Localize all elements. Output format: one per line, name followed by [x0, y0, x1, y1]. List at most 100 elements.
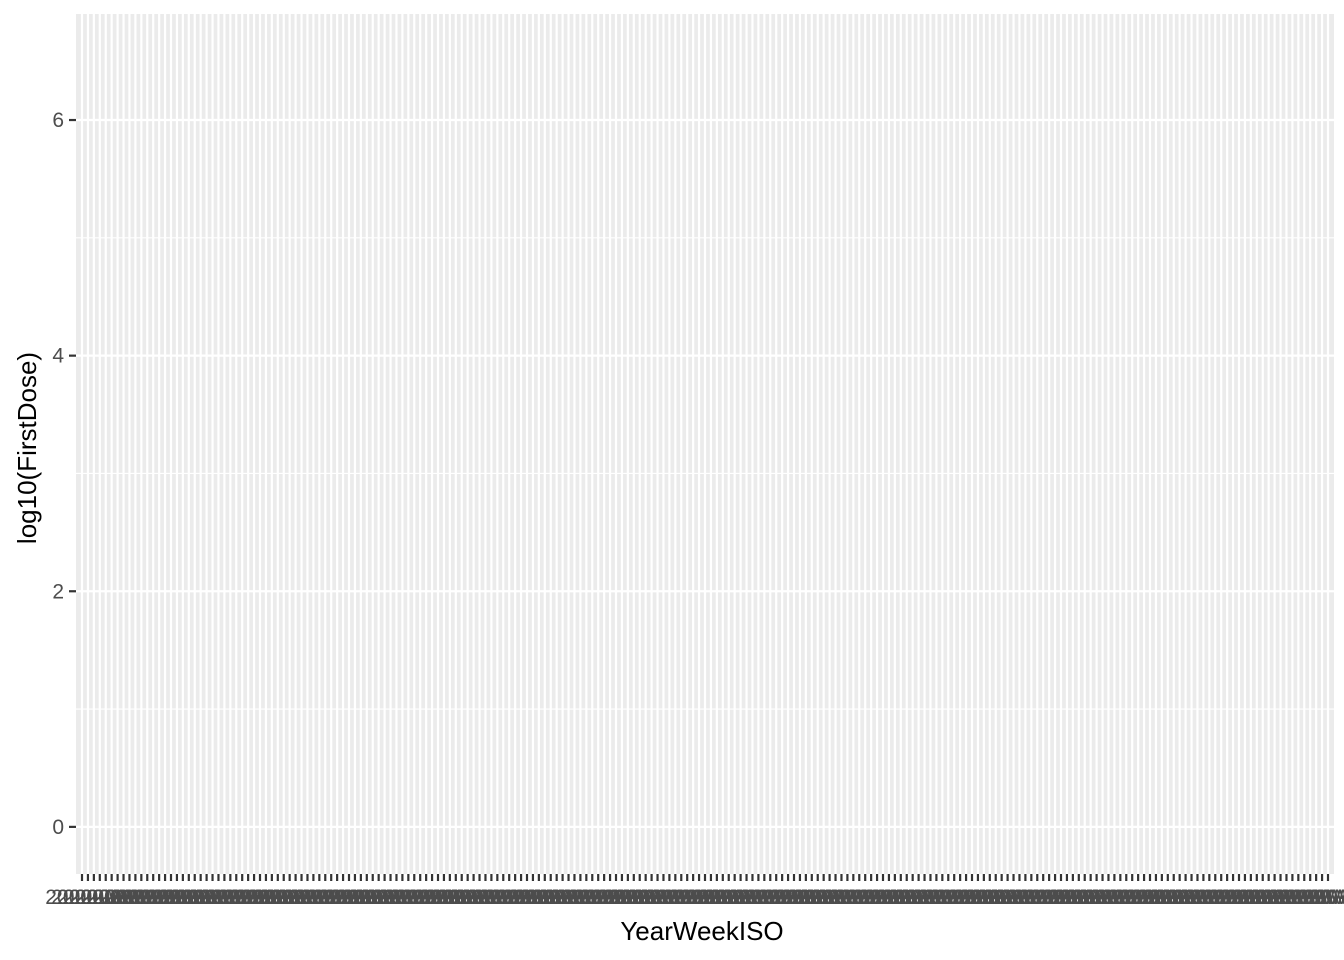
x-tick-label: 2020-W [443, 886, 517, 909]
x-tick-label: 2020-W [1012, 886, 1086, 909]
x-tick-label: 2020-W [1190, 886, 1264, 909]
x-tick-label: 2020-W [449, 886, 523, 909]
x-tick-label: 2020-W [176, 886, 250, 909]
x-tick-label: 2020-W [271, 886, 345, 909]
y-tick-label: 2 [52, 580, 64, 603]
x-tick-label: 2020-W [490, 886, 564, 909]
x-tick-label: 2020-W [413, 886, 487, 909]
x-tick-label: 2020-W [989, 886, 1063, 909]
x-tick-label: 2020-W [650, 886, 724, 909]
x-tick-label: 2020-W [1072, 886, 1146, 909]
x-tick-label: 2020-W [615, 886, 689, 909]
x-tick-label: 2020-W [93, 886, 167, 909]
x-tick-label: 2020-W [164, 886, 238, 909]
x-tick-label: 2020-W [686, 886, 760, 909]
x-tick-label: 2020-W [395, 886, 469, 909]
x-tick-label: 2020-W [550, 886, 624, 909]
x-tick-label: 2020-W [834, 886, 908, 909]
x-tick-label: 2020-W [888, 886, 962, 909]
y-tick-label: 4 [52, 345, 64, 368]
x-tick-label: 2020-W [757, 886, 831, 909]
x-tick-label: 2020-W [704, 886, 778, 909]
x-tick-label: 2020-W [431, 886, 505, 909]
x-tick-label: 2020-W [401, 886, 475, 909]
x-tick-label: 2020-W [437, 886, 511, 909]
x-tick-label: 2020-W [1184, 886, 1258, 909]
x-tick-label: 2020-W [1179, 886, 1253, 909]
x-tick-label: 2020-W [1113, 886, 1187, 909]
x-tick-label: 2020-W [146, 886, 220, 909]
x-tick-label: 2020-W [253, 886, 327, 909]
x-tick-label: 2020-W [799, 886, 873, 909]
x-tick-label: 2020-W [1060, 886, 1134, 909]
x-tick-label: 2020-W [366, 886, 440, 909]
x-tick-label: 2020-W [158, 886, 232, 909]
x-tick-label: 2020-W [995, 886, 1069, 909]
x-tick-label: 2020-W [728, 886, 802, 909]
x-tick-label: 2020-W [864, 886, 938, 909]
x-tick-label: 2020-W [342, 886, 416, 909]
x-tick-label: 2020-W [1042, 886, 1116, 909]
x-tick-label: 2020-W [645, 886, 719, 909]
x-tick-label: 2020-W [484, 886, 558, 909]
x-tick-label: 2020-W [467, 886, 541, 909]
x-tick-label: 2020-W [1125, 886, 1199, 909]
x-tick-label: 2020-W [627, 886, 701, 909]
x-tick-label: 2020-W [205, 886, 279, 909]
x-tick-label: 2020-W [378, 886, 452, 909]
x-tick-label: 2020-W [1143, 886, 1217, 909]
x-tick-label: 2020-W [817, 886, 891, 909]
x-tick-label: 2020-W [668, 886, 742, 909]
x-tick-label: 2020-W [455, 886, 529, 909]
x-tick-label: 2020-W [1036, 886, 1110, 909]
x-tick-label: 2020-W [1018, 886, 1092, 909]
y-tick-label: 0 [52, 816, 64, 839]
x-tick-label: 2020-W [1167, 886, 1241, 909]
x-tick-label: 2020-W [51, 886, 125, 909]
x-tick-label: 2020-W [425, 886, 499, 909]
x-tick-label: 2020-W [692, 886, 766, 909]
x-tick-label: 2020-W [1291, 886, 1344, 909]
x-tick-label: 2020-W [597, 886, 671, 909]
x-tick-label: 2020-W [876, 886, 950, 909]
x-tick-label: 2020-W [152, 886, 226, 909]
x-tick-label: 2020-W [1244, 886, 1318, 909]
x-tick-label: 2020-W [478, 886, 552, 909]
x-tick-label: 2020-W [1119, 886, 1193, 909]
x-tick-label: 2020-W [283, 886, 357, 909]
x-tick-label: 2020-W [461, 886, 535, 909]
x-gridlines [80, 14, 1330, 874]
x-tick-label: 2020-W [1090, 886, 1164, 909]
x-tick-label: 2020-W [348, 886, 422, 909]
x-tick-label: 2020-W [472, 886, 546, 909]
x-tick-label: 2020-W [1107, 886, 1181, 909]
x-tick-label: 2020-W [912, 886, 986, 909]
x-tick-label: 2020-W [745, 886, 819, 909]
x-tick-label: 2020-W [716, 886, 790, 909]
x-tick-label: 2020-W [722, 886, 796, 909]
x-tick-label: 2020-W [662, 886, 736, 909]
x-tick-label: 2020-W [81, 886, 155, 909]
x-tick-label: 2020-W [894, 886, 968, 909]
x-tick-label: 2020-W [538, 886, 612, 909]
x-tick-label: 2020-W [977, 886, 1051, 909]
x-tick-label: 2020-W [1161, 886, 1235, 909]
x-tick-label: 2020-W [1238, 886, 1312, 909]
x-tick-label: 2020-W [1279, 886, 1344, 909]
x-tick-label: 2020-W [917, 886, 991, 909]
x-tick-label: 2020-W [935, 886, 1009, 909]
x-tick-label: 2020-W [265, 886, 339, 909]
x-tick-label: 2020-W [235, 886, 309, 909]
x-tick-label: 2020-W [1196, 886, 1270, 909]
x-tick-label: 2020-W [1084, 886, 1158, 909]
x-tick-label: 2020-W [229, 886, 303, 909]
x-tick-label: 2020-W [1268, 886, 1342, 909]
x-tick-label: 2020-W [188, 886, 262, 909]
x-tick-label: 2020-W [811, 886, 885, 909]
x-tick-label: 2020-W [544, 886, 618, 909]
x-tick-label: 2020-W [1149, 886, 1223, 909]
y-tick-label: 6 [52, 109, 64, 132]
x-tick-label: 2020-W [122, 886, 196, 909]
x-tick-label: 2020-W [751, 886, 825, 909]
x-tick-label: 2020-W [128, 886, 202, 909]
